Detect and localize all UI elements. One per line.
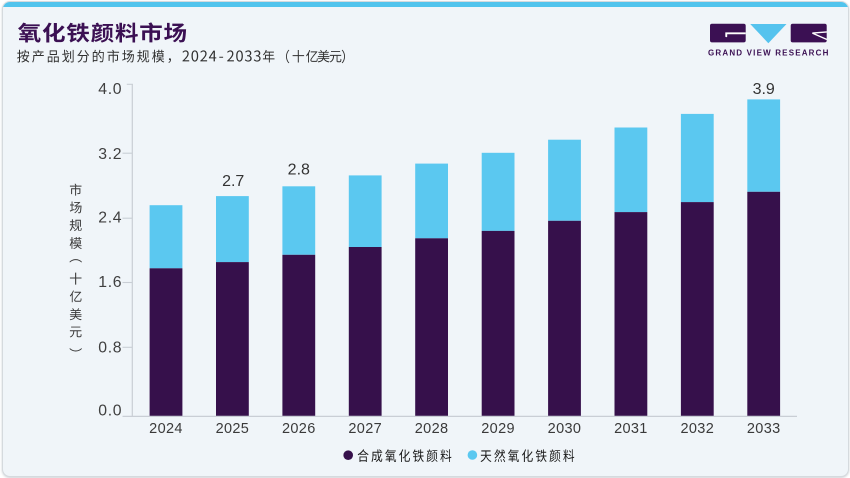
svg-text:2028: 2028 xyxy=(415,421,449,437)
svg-text:0.8: 0.8 xyxy=(98,339,122,356)
svg-text:3.2: 3.2 xyxy=(98,146,122,163)
svg-text:2032: 2032 xyxy=(680,421,714,437)
svg-text:2.4: 2.4 xyxy=(98,210,122,227)
svg-text:2024: 2024 xyxy=(149,421,183,437)
svg-text:2030: 2030 xyxy=(548,421,582,437)
svg-text:2031: 2031 xyxy=(614,421,648,437)
svg-text:GRAND VIEW RESEARCH: GRAND VIEW RESEARCH xyxy=(708,49,830,58)
svg-text:2025: 2025 xyxy=(216,421,250,437)
svg-text:0.0: 0.0 xyxy=(98,403,122,420)
svg-text:2029: 2029 xyxy=(481,421,515,437)
svg-text:2.8: 2.8 xyxy=(288,162,310,179)
svg-text:2027: 2027 xyxy=(348,421,382,437)
svg-text:2026: 2026 xyxy=(282,421,316,437)
svg-text:2033: 2033 xyxy=(747,421,781,437)
svg-text:1.6: 1.6 xyxy=(98,274,122,291)
svg-text:2.7: 2.7 xyxy=(222,173,244,190)
svg-text:4.0: 4.0 xyxy=(98,81,122,98)
svg-text:3.9: 3.9 xyxy=(753,81,775,98)
